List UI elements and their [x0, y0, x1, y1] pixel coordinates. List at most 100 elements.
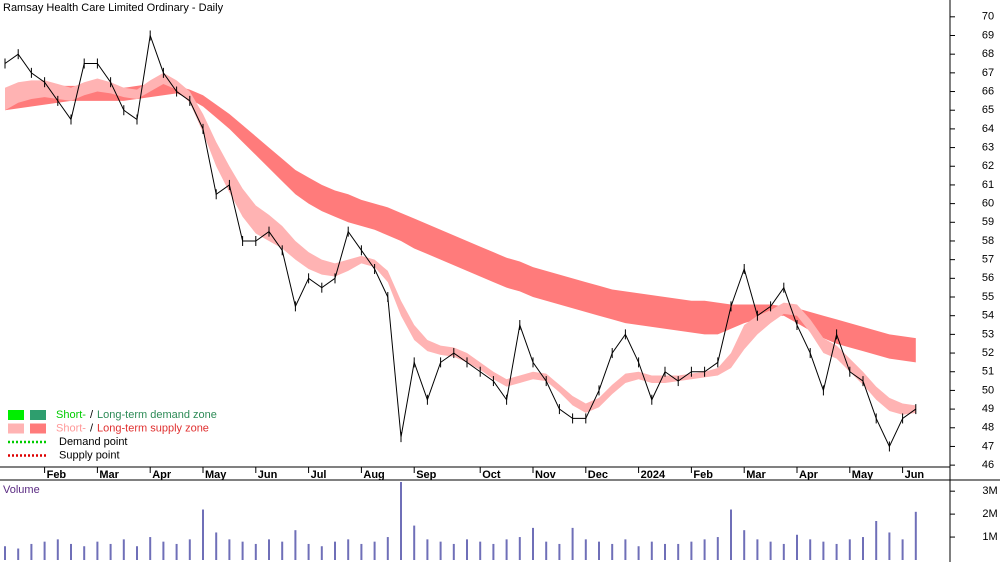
volume-bar [215, 532, 218, 560]
volume-bar [254, 543, 257, 560]
volume-bar [835, 543, 838, 560]
y-tick-label: 68 [982, 48, 994, 60]
volume-bar [664, 543, 666, 560]
volume-bar [373, 541, 376, 560]
legend-text: / [90, 422, 94, 434]
x-tick-label: May [852, 469, 874, 481]
y-tick-label: 53 [982, 328, 994, 340]
y-tick-label: 58 [982, 235, 994, 247]
volume-bar [558, 543, 561, 560]
y-tick-label: 52 [982, 347, 994, 359]
volume-bar [650, 541, 653, 560]
volume-bar [532, 527, 534, 560]
volume-bar [796, 534, 798, 560]
volume-bar [756, 539, 759, 560]
volume-bar [901, 539, 904, 560]
volume-bar [914, 511, 917, 560]
x-tick-label: Apr [152, 469, 172, 481]
volume-bar [307, 543, 310, 560]
x-tick-label: 2024 [641, 469, 666, 481]
y-tick-label: 48 [982, 422, 994, 434]
volume-bar [452, 543, 455, 560]
x-tick-label: Jun [258, 469, 278, 481]
volume-bar [439, 541, 442, 560]
volume-bar [584, 539, 587, 560]
x-tick-label: Mar [99, 469, 119, 481]
legend-text: Long-term demand zone [97, 409, 217, 421]
volume-bar [202, 509, 204, 560]
volume-bar [677, 543, 680, 560]
volume-bar [703, 539, 706, 560]
y-tick-label: 1M [982, 531, 997, 543]
volume-bar [360, 543, 363, 560]
volume-bar [70, 543, 72, 560]
volume-bar [426, 539, 429, 560]
y-tick-label: 47 [982, 440, 994, 452]
volume-bar [769, 541, 772, 560]
y-tick-label: 60 [982, 198, 994, 210]
y-tick-label: 3M [982, 485, 997, 497]
volume-bar [347, 539, 350, 560]
volume-bar [743, 530, 746, 560]
volume-bar [809, 539, 812, 560]
volume-bar [492, 543, 495, 560]
volume-bar [334, 541, 336, 560]
volume-bar [43, 541, 46, 560]
zone-band [5, 84, 916, 363]
legend-text: Short- [56, 409, 86, 421]
y-tick-label: 66 [982, 85, 994, 97]
volume-bar [730, 509, 732, 560]
volume-bar [228, 539, 231, 560]
legend-text: Demand point [59, 436, 128, 448]
volume-bar [888, 532, 891, 560]
y-tick-label: 69 [982, 29, 994, 41]
volume-bar [479, 541, 482, 560]
y-tick-label: 46 [982, 459, 994, 471]
y-tick-label: 57 [982, 254, 994, 266]
x-tick-label: Dec [588, 469, 608, 481]
volume-bar [690, 541, 693, 560]
y-tick-label: 2M [982, 508, 997, 520]
y-tick-label: 56 [982, 272, 994, 284]
volume-bar [149, 537, 152, 560]
y-tick-label: 65 [982, 104, 994, 116]
volume-bar [188, 539, 191, 560]
volume-bar [518, 537, 521, 560]
volume-bar [716, 537, 719, 560]
y-tick-label: 54 [982, 310, 994, 322]
volume-bar [320, 546, 323, 560]
y-tick-label: 64 [982, 123, 994, 135]
y-tick-label: 51 [982, 366, 994, 378]
x-tick-label: Sep [416, 469, 436, 481]
volume-bar [611, 543, 614, 560]
volume-bar [782, 543, 785, 560]
y-tick-label: 50 [982, 384, 994, 396]
legend-text: Long-term supply zone [97, 422, 209, 434]
y-tick-label: 59 [982, 216, 994, 228]
volume-bar [466, 539, 468, 560]
volume-bar [17, 548, 20, 560]
volume-bar [822, 541, 825, 560]
volume-bar [848, 539, 851, 560]
volume-bar [268, 539, 270, 560]
y-tick-label: 55 [982, 291, 994, 303]
legend-text: / [90, 409, 94, 421]
volume-bar [83, 546, 86, 560]
x-tick-label: Feb [47, 469, 67, 481]
legend-swatch [8, 410, 24, 420]
volume-bar [386, 537, 389, 560]
volume-bar [281, 541, 284, 560]
chart-title: Ramsay Health Care Limited Ordinary - Da… [3, 2, 224, 14]
volume-bar [109, 543, 112, 560]
y-tick-label: 49 [982, 403, 994, 415]
volume-bar [162, 541, 165, 560]
legend-swatch [8, 423, 24, 434]
y-tick-label: 61 [982, 179, 994, 191]
legend-text: Supply point [59, 449, 120, 461]
volume-bar [875, 521, 878, 560]
volume-bar [400, 482, 402, 560]
y-tick-label: 62 [982, 160, 994, 172]
volume-bar [862, 537, 864, 560]
